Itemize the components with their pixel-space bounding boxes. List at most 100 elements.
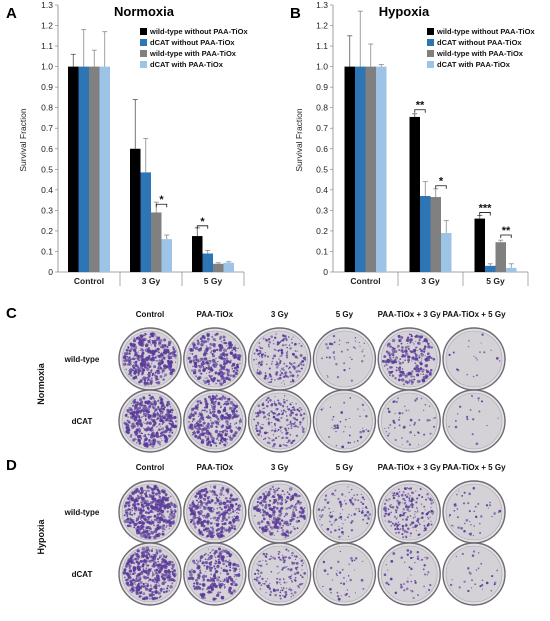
bar (474, 218, 485, 272)
plates-normoxia: Normoxia Control PAA-TiOx 3 Gy 5 Gy PAA-TiOx… (36, 310, 506, 453)
y-tick-label: 0.7 (41, 123, 53, 133)
bar (202, 253, 213, 272)
plate-column-label: Control (136, 463, 164, 472)
bar (99, 66, 110, 272)
bar (78, 66, 89, 272)
legend-entry: dCAT without PAA-TiOx (150, 38, 235, 47)
y-tick-label: 1.0 (316, 62, 328, 72)
legend-swatch (427, 50, 434, 57)
legend-entry: wild-type with PAA-TiOx (436, 49, 524, 58)
culture-plate (118, 542, 182, 606)
legend-swatch (140, 28, 147, 35)
y-tick-label: 0.5 (316, 164, 328, 174)
y-tick-label: 0.9 (316, 82, 328, 92)
significance-label: *** (479, 202, 493, 214)
bar (161, 239, 172, 272)
culture-plate (377, 480, 441, 544)
chart-title: Hypoxia (379, 4, 430, 19)
bar (441, 232, 452, 272)
culture-plate (377, 389, 441, 453)
y-tick-label: 0 (323, 267, 328, 277)
legend-entry: wild-type without PAA-TiOx (436, 27, 535, 36)
y-tick-label: 0.9 (41, 82, 53, 92)
category-label: Control (350, 276, 380, 286)
plate-column-label: Control (136, 310, 164, 319)
plate-column-label: 3 Gy (271, 463, 289, 472)
legend-entry: wild-type without PAA-TiOx (149, 27, 248, 36)
y-tick-label: 1.0 (41, 62, 53, 72)
y-tick-label: 1.2 (316, 21, 328, 31)
y-tick-label: 1.3 (41, 0, 53, 10)
condition-label: Normoxia (36, 362, 46, 405)
culture-plate (118, 480, 182, 544)
bar (365, 66, 376, 272)
culture-plate (247, 542, 312, 606)
y-tick-label: 0.2 (41, 226, 53, 236)
culture-plate (183, 542, 247, 606)
significance-bracket (500, 234, 512, 239)
culture-plate (377, 327, 441, 391)
y-tick-label: 0.6 (41, 144, 53, 154)
bar (376, 66, 387, 272)
y-tick-label: 0.5 (41, 164, 53, 174)
y-tick-label: 1.2 (41, 21, 53, 31)
significance-bracket (435, 185, 447, 189)
y-tick-label: 0.4 (41, 185, 53, 195)
legend-entry: wild-type with PAA-TiOx (149, 49, 237, 58)
plate-column-label: PAA-TiOx (196, 310, 233, 319)
bar (355, 66, 366, 272)
culture-plate (312, 542, 377, 606)
culture-plate (247, 389, 312, 453)
panel-letter-b: B (290, 5, 301, 22)
bar (495, 242, 506, 272)
plate-column-label: PAA-TiOx + 3 Gy (378, 463, 442, 472)
significance-label: ** (416, 100, 425, 112)
y-axis-label: Survival Fraction (294, 108, 304, 172)
bar (409, 116, 420, 272)
y-tick-label: 0.8 (316, 103, 328, 113)
panel-letter-d: D (6, 457, 17, 474)
bar (151, 212, 162, 272)
plate-column-label: 5 Gy (336, 310, 354, 319)
culture-plate (442, 542, 506, 606)
y-tick-label: 1.1 (316, 41, 328, 51)
culture-plate (118, 389, 182, 453)
culture-plate (312, 327, 377, 391)
legend-entry: dCAT with PAA-TiOx (150, 60, 224, 69)
y-tick-label: 0.1 (41, 246, 53, 256)
bar (192, 236, 203, 272)
bar (68, 66, 79, 272)
legend-entry: dCAT with PAA-TiOx (437, 60, 511, 69)
plate-column-label: PAA-TiOx (196, 463, 233, 472)
culture-plate (118, 327, 182, 391)
y-tick-label: 0.2 (316, 226, 328, 236)
condition-label: Hypoxia (36, 519, 46, 555)
significance-label: ** (502, 225, 511, 237)
plate-column-label: PAA-TiOx + 5 Gy (442, 463, 506, 472)
plate-row-label: wild-type (64, 355, 100, 364)
category-label: 3 Gy (421, 276, 440, 286)
culture-plate (247, 327, 312, 391)
legend-swatch (427, 28, 434, 35)
culture-plate (442, 389, 506, 453)
y-tick-label: 0.8 (41, 103, 53, 113)
plate-row-label: dCAT (72, 570, 93, 579)
chart-normoxia: Normoxia Survival Fraction 0 0.1 0.2 0.3 0.4… (18, 0, 248, 286)
culture-plate (442, 480, 506, 544)
y-tick-label: 1.3 (316, 0, 328, 10)
culture-plate (312, 480, 377, 544)
y-tick-label: 1.1 (41, 41, 53, 51)
bar (130, 148, 141, 272)
bar (344, 66, 355, 272)
significance-bracket (479, 212, 491, 216)
category-label: 5 Gy (486, 276, 505, 286)
bar (430, 197, 441, 272)
significance-label: * (159, 194, 164, 206)
bar (223, 262, 234, 272)
bar (485, 265, 496, 272)
category-label: Control (74, 276, 104, 286)
bar (140, 172, 151, 272)
plates-hypoxia: Hypoxia Control PAA-TiOx 3 Gy 5 Gy PAA-TiOx … (36, 463, 506, 606)
bar (420, 196, 431, 272)
plate-column-label: PAA-TiOx + 5 Gy (442, 310, 506, 319)
